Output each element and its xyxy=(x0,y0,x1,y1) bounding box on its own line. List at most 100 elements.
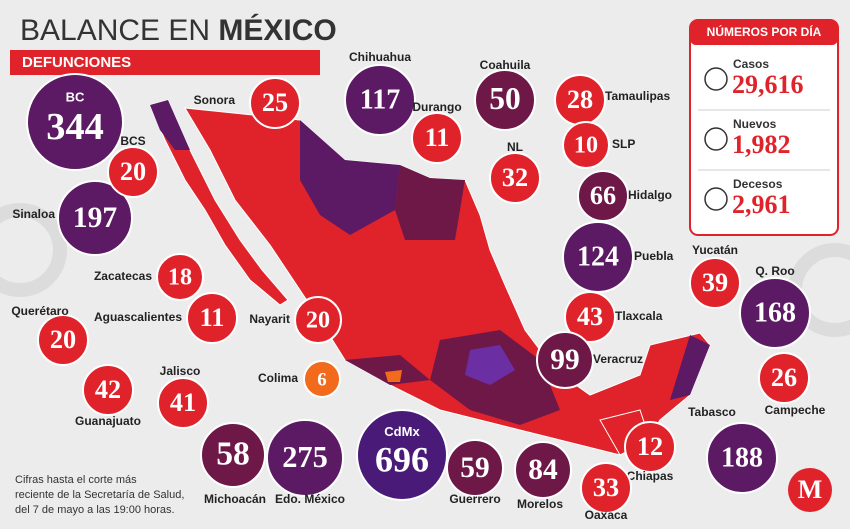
footnote: Cifras hasta el corte más reciente de la… xyxy=(15,474,184,516)
state-bubble xyxy=(624,421,676,473)
state-value: 20 xyxy=(120,157,146,186)
state-value: 25 xyxy=(262,88,288,117)
row-icon xyxy=(704,67,728,91)
state-value: 188 xyxy=(721,442,763,473)
state-value: 18 xyxy=(168,264,192,291)
state-value: 42 xyxy=(95,375,121,404)
chihuahua-area xyxy=(300,120,400,235)
state-name: BC xyxy=(66,89,85,104)
state-bubble xyxy=(107,146,159,198)
state-bubble xyxy=(689,257,741,309)
state-bubble xyxy=(356,409,448,501)
state-bubble xyxy=(82,364,134,416)
state-name: Zacatecas xyxy=(94,269,152,283)
state-bubble xyxy=(294,296,342,344)
state-bubble xyxy=(489,152,541,204)
row-label: Casos xyxy=(733,57,769,71)
state-bubble xyxy=(156,253,204,301)
panel-title: NÚMEROS POR DÍA xyxy=(707,24,822,39)
state-bubble xyxy=(474,69,536,131)
row-value: 1,982 xyxy=(732,130,791,159)
title-emphasis: MÉXICO xyxy=(218,13,336,47)
state-value: 117 xyxy=(360,84,400,115)
state-bubble xyxy=(157,377,209,429)
state-name: SLP xyxy=(612,137,635,151)
state-value: 696 xyxy=(375,439,429,479)
state-bubble xyxy=(536,331,594,389)
state-name: Sinaloa xyxy=(12,207,55,221)
state-bubble xyxy=(57,180,133,256)
state-bubble xyxy=(186,292,238,344)
state-name: Aguascalientes xyxy=(94,310,182,324)
state-bubble xyxy=(562,221,634,293)
state-name: Guerrero xyxy=(449,492,500,506)
title: BALANCE EN MÉXICO xyxy=(20,13,337,47)
state-name: Edo. México xyxy=(275,492,345,506)
row-value: 29,616 xyxy=(732,70,804,99)
state-name: CdMx xyxy=(384,424,420,439)
state-value: 20 xyxy=(50,325,76,354)
state-value: 344 xyxy=(46,106,104,148)
state-value: 32 xyxy=(502,163,528,192)
state-bubble xyxy=(564,291,616,343)
state-name: Colima xyxy=(258,371,298,385)
state-name: Oaxaca xyxy=(585,508,628,522)
state-name: Durango xyxy=(412,100,461,114)
state-name: Q. Roo xyxy=(755,264,794,278)
row-label: Decesos xyxy=(733,177,783,191)
state-value: 66 xyxy=(590,181,616,210)
baja-norte xyxy=(150,100,190,150)
subtitle-band xyxy=(10,50,320,75)
state-bubble xyxy=(37,314,89,366)
state-value: 124 xyxy=(577,241,619,272)
baja xyxy=(149,99,289,306)
state-value: 12 xyxy=(637,432,663,461)
michoacan-area xyxy=(345,355,430,385)
row-icon xyxy=(704,187,728,211)
state-value: 26 xyxy=(771,363,797,392)
state-value: 59 xyxy=(460,452,489,484)
state-name: Tlaxcala xyxy=(615,309,663,323)
state-value: 10 xyxy=(574,132,598,159)
state-bubble xyxy=(758,352,810,404)
state-value: 11 xyxy=(425,123,450,152)
state-bubble xyxy=(577,170,629,222)
state-name: Querétaro xyxy=(11,304,68,318)
state-bubble xyxy=(514,441,572,499)
state-value: 197 xyxy=(73,202,118,234)
state-bubble xyxy=(446,439,504,497)
state-name: Jalisco xyxy=(160,364,201,378)
footnote-line: Cifras hasta el corte más xyxy=(15,474,137,486)
state-value: 33 xyxy=(593,473,619,502)
cdmx-area xyxy=(465,345,515,385)
state-bubble xyxy=(739,277,811,349)
state-bubble xyxy=(706,422,778,494)
state-bubble xyxy=(303,360,341,398)
logo: M xyxy=(798,475,823,504)
state-value: 20 xyxy=(306,307,330,334)
row-value: 2,961 xyxy=(732,190,791,219)
state-name: Chihuahua xyxy=(349,50,411,64)
coahuila-area xyxy=(395,165,465,240)
state-value: 50 xyxy=(489,81,521,116)
footnote-line: del 7 de mayo a las 19:00 horas. xyxy=(15,504,175,516)
colima-area xyxy=(385,370,402,382)
state-name: Coahuila xyxy=(480,58,531,72)
state-name: Guanajuato xyxy=(75,414,141,428)
state-value: 6 xyxy=(317,369,326,390)
state-bubble xyxy=(26,73,124,171)
decoration xyxy=(0,203,67,297)
state-name: Chiapas xyxy=(627,469,674,483)
state-name: Michoacán xyxy=(204,492,266,506)
header: BALANCE EN MÉXICO DEFUNCIONES xyxy=(10,13,337,75)
state-value: 39 xyxy=(702,268,728,297)
state-value: 11 xyxy=(200,303,225,332)
state-bubble xyxy=(344,64,416,136)
state-value: 58 xyxy=(216,436,250,473)
state-name: NL xyxy=(507,140,523,154)
state-value: 84 xyxy=(528,454,558,486)
state-value: 99 xyxy=(550,344,579,376)
state-name: Sonora xyxy=(194,93,236,107)
state-name: Tabasco xyxy=(688,405,736,419)
state-bubble xyxy=(249,77,301,129)
